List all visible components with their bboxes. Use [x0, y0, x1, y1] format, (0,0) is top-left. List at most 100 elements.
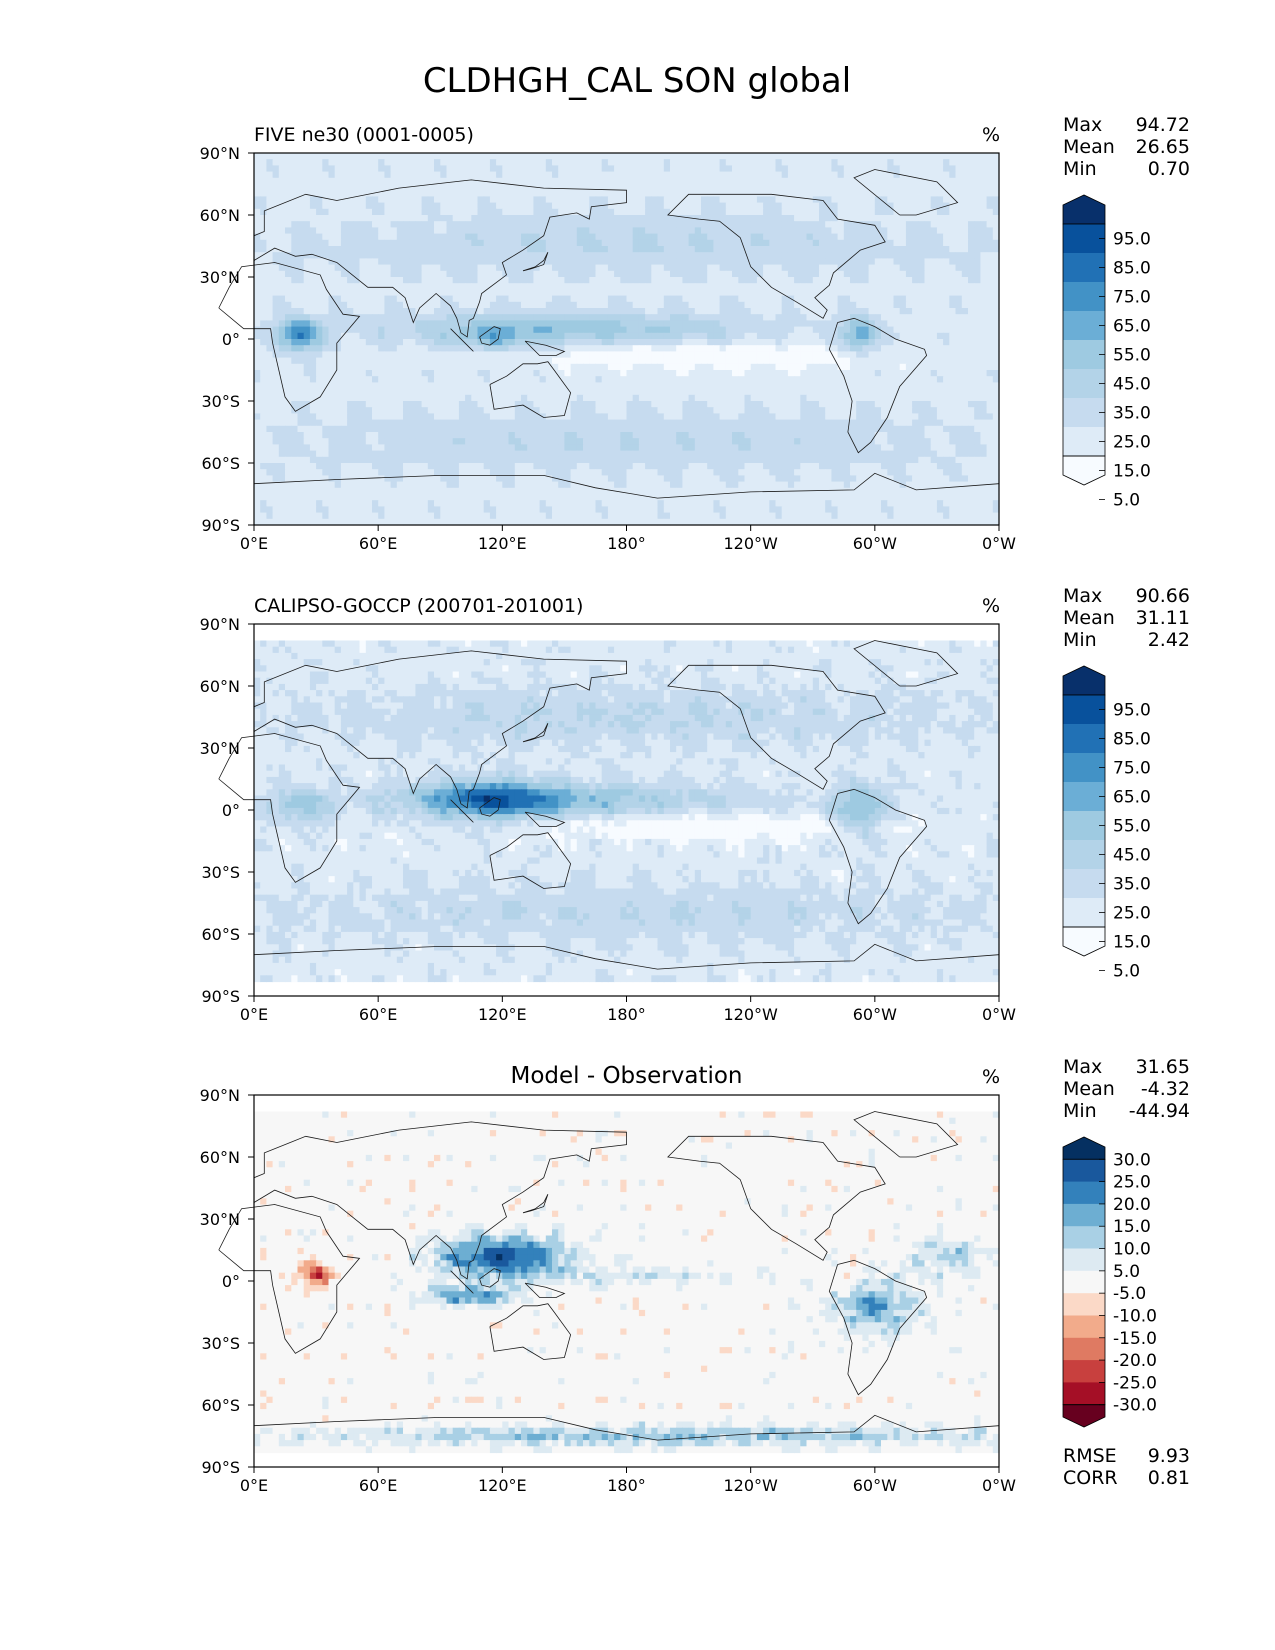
- heatmap-cell: [750, 301, 758, 309]
- heatmap-cell: [533, 401, 541, 408]
- heatmap-cell: [670, 295, 677, 303]
- heatmap-cell: [527, 407, 534, 414]
- heatmap-cell: [403, 190, 410, 197]
- heatmap-cell: [521, 165, 528, 173]
- heatmap-cell: [607, 351, 615, 359]
- heatmap-cell: [707, 277, 714, 284]
- heatmap-cell: [396, 289, 404, 297]
- heatmap-cell: [297, 239, 305, 247]
- heatmap-cell: [806, 196, 814, 204]
- heatmap-cell: [775, 233, 783, 241]
- heatmap-cell: [899, 320, 907, 328]
- heatmap-cell: [806, 246, 814, 253]
- heatmap-cell: [434, 339, 441, 346]
- heatmap-cell: [961, 295, 969, 303]
- heatmap-cell: [794, 332, 801, 340]
- heatmap-cell: [297, 332, 305, 340]
- heatmap-cell: [663, 264, 671, 272]
- heatmap-cell: [868, 196, 876, 204]
- heatmap-cell: [595, 153, 603, 160]
- heatmap-cell: [570, 351, 578, 359]
- heatmap-cell: [856, 171, 863, 179]
- heatmap-cell: [682, 159, 690, 166]
- heatmap-cell: [589, 258, 597, 266]
- heatmap-cell: [961, 264, 969, 272]
- heatmap-cell: [775, 177, 783, 185]
- heatmap-cell: [601, 159, 609, 166]
- heatmap-cell: [701, 196, 708, 204]
- heatmap-cell: [353, 190, 361, 197]
- heatmap-cell: [359, 239, 367, 247]
- heatmap-cell: [775, 196, 783, 204]
- heatmap-cell: [812, 345, 820, 352]
- heatmap-cell: [701, 165, 708, 173]
- heatmap-cell: [589, 177, 597, 185]
- heatmap-cell: [707, 326, 714, 334]
- heatmap-cell: [980, 239, 988, 247]
- heatmap-cell: [471, 332, 479, 340]
- heatmap-cell: [899, 177, 907, 185]
- heatmap-cell: [707, 320, 714, 328]
- heatmap-cell: [738, 314, 746, 321]
- heatmap-cell: [514, 196, 522, 204]
- heatmap-cell: [552, 165, 559, 173]
- heatmap-cell: [856, 308, 863, 315]
- heatmap-cell: [986, 190, 994, 197]
- heatmap-cell: [657, 320, 665, 328]
- heatmap-cell: [322, 239, 330, 247]
- heatmap-cell: [961, 171, 969, 179]
- heatmap-cell: [881, 277, 888, 284]
- heatmap-cell: [701, 258, 708, 266]
- heatmap-cell: [961, 357, 969, 365]
- heatmap-cell: [285, 376, 292, 383]
- heatmap-cell: [955, 202, 963, 210]
- heatmap-cell: [521, 382, 528, 390]
- heatmap-cell: [949, 165, 957, 173]
- heatmap-cell: [713, 246, 721, 253]
- heatmap-cell: [812, 239, 820, 247]
- heatmap-cell: [365, 159, 373, 166]
- heatmap-cell: [794, 165, 801, 173]
- heatmap-cell: [502, 239, 510, 247]
- heatmap-cell: [812, 314, 820, 321]
- heatmap-cell: [372, 370, 379, 377]
- heatmap-cell: [427, 314, 435, 321]
- heatmap-cell: [787, 233, 795, 241]
- heatmap-cell: [260, 227, 267, 235]
- heatmap-cell: [601, 308, 609, 315]
- heatmap-cell: [955, 165, 963, 173]
- heatmap-cell: [694, 202, 702, 210]
- heatmap-cell: [980, 258, 988, 266]
- heatmap-cell: [496, 239, 503, 247]
- heatmap-cell: [638, 376, 646, 383]
- heatmap-cell: [272, 388, 280, 396]
- heatmap-cell: [775, 308, 783, 315]
- heatmap-cell: [297, 264, 305, 272]
- heatmap-cell: [912, 171, 919, 179]
- heatmap-cell: [899, 326, 907, 334]
- heatmap-cell: [974, 326, 981, 334]
- heatmap-cell: [452, 283, 460, 290]
- heatmap-cell: [471, 270, 479, 278]
- heatmap-cell: [378, 165, 385, 173]
- heatmap-cell: [458, 295, 466, 303]
- heatmap-cell: [837, 196, 845, 204]
- heatmap-cell: [905, 339, 913, 346]
- heatmap-cell: [701, 370, 708, 377]
- heatmap-cell: [260, 258, 267, 266]
- heatmap-cell: [961, 277, 969, 284]
- heatmap-cell: [477, 370, 485, 377]
- heatmap-cell: [626, 277, 634, 284]
- heatmap-cell: [552, 196, 559, 204]
- heatmap-cell: [794, 283, 801, 290]
- heatmap-cell: [309, 171, 317, 179]
- heatmap-cell: [521, 239, 528, 247]
- heatmap-cell: [415, 289, 423, 297]
- heatmap-cell: [334, 283, 342, 290]
- heatmap-cell: [340, 171, 348, 179]
- heatmap-cell: [676, 165, 683, 173]
- heatmap-cell: [837, 314, 845, 321]
- heatmap-cell: [570, 289, 578, 297]
- heatmap-cell: [583, 382, 590, 390]
- heatmap-cell: [260, 184, 267, 191]
